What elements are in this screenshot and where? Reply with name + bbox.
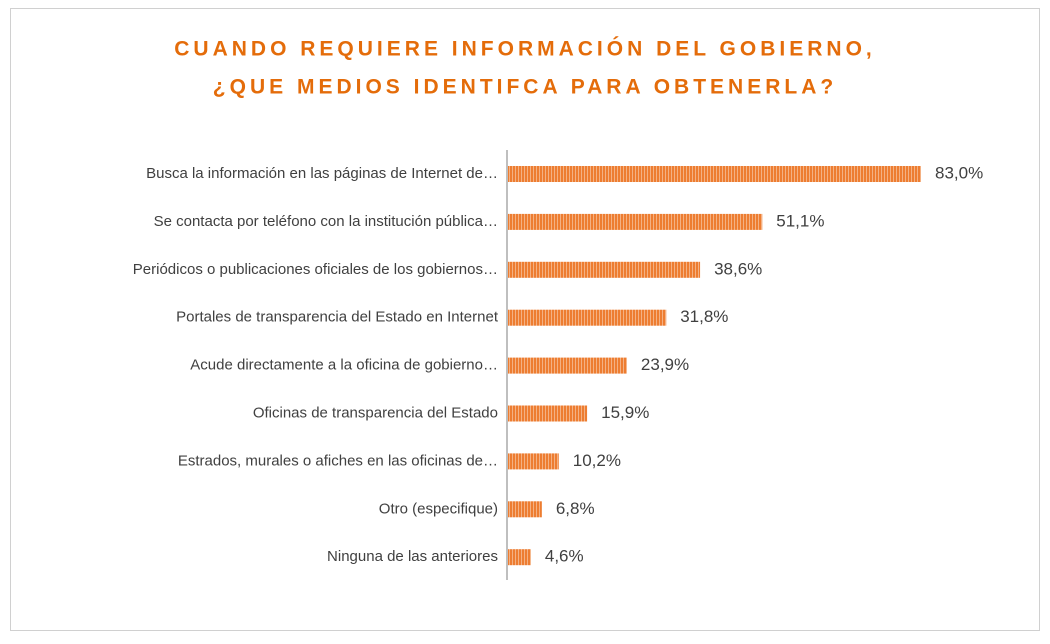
category-label: Portales de transparencia del Estado en … bbox=[176, 309, 499, 326]
bar bbox=[508, 261, 701, 278]
bar bbox=[508, 166, 921, 182]
bar bbox=[508, 357, 627, 374]
value-label: 51,1% bbox=[776, 211, 824, 230]
bar bbox=[508, 213, 763, 230]
value-label: 38,6% bbox=[714, 259, 762, 278]
bar bbox=[508, 453, 559, 470]
value-label: 4,6% bbox=[545, 547, 584, 566]
category-label: Acude directamente a la oficina de gobie… bbox=[190, 357, 498, 374]
chart-title: ¿QUE MEDIOS IDENTIFCA PARA OBTENERLA? bbox=[213, 76, 837, 99]
category-label: Busca la información en las páginas de I… bbox=[146, 165, 498, 182]
bar bbox=[508, 549, 531, 566]
value-label: 23,9% bbox=[641, 355, 689, 374]
bar bbox=[508, 405, 588, 422]
chart-title: CUANDO REQUIERE INFORMACIÓN DEL GOBIERNO… bbox=[174, 37, 875, 61]
value-label: 10,2% bbox=[573, 451, 621, 470]
category-label: Otro (especifique) bbox=[379, 500, 498, 517]
category-label: Estrados, murales o afiches en las ofici… bbox=[178, 452, 498, 469]
value-label: 31,8% bbox=[680, 307, 728, 326]
value-label: 6,8% bbox=[556, 499, 595, 518]
category-label: Ninguna de las anteriores bbox=[327, 548, 498, 565]
value-label: 83,0% bbox=[935, 163, 983, 182]
value-label: 15,9% bbox=[601, 403, 649, 422]
bar bbox=[508, 501, 542, 518]
bar bbox=[508, 309, 667, 326]
category-label: Se contacta por teléfono con la instituc… bbox=[154, 213, 498, 230]
category-label: Periódicos o publicaciones oficiales de … bbox=[133, 261, 498, 278]
category-label: Oficinas de transparencia del Estado bbox=[253, 404, 498, 421]
